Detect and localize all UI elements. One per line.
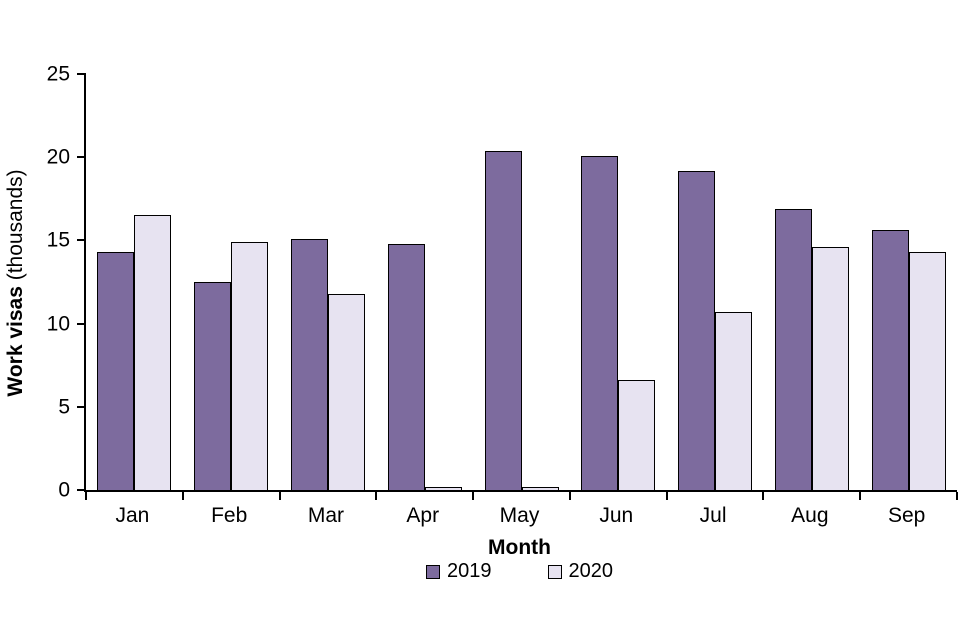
legend: 2019 2020: [84, 560, 955, 583]
bar-2020-jun: [618, 380, 656, 490]
y-tick-label-5: 5: [58, 395, 70, 419]
legend-label-2019: 2019: [447, 560, 492, 582]
x-tick-mark: [375, 492, 378, 500]
bar-2020-may: [521, 487, 559, 490]
x-tick-mark: [762, 492, 765, 500]
x-tick-mark: [278, 492, 281, 500]
y-axis-title: Work visas (thousands): [4, 169, 28, 396]
y-axis-title-main: Work visas: [4, 286, 27, 397]
x-tick-label-jun: Jun: [599, 504, 634, 527]
x-tick-label-jan: Jan: [115, 504, 150, 527]
x-axis-title: Month: [488, 536, 551, 559]
bar-2019-may: [484, 150, 522, 490]
bar-2020-mar: [327, 293, 365, 490]
x-tick-mark: [665, 492, 668, 500]
bar-2019-sep: [871, 230, 909, 490]
bar-group-may: [473, 74, 570, 490]
x-tick-mark: [85, 492, 87, 500]
bar-group-feb: [183, 74, 280, 490]
x-tick-label-apr: Apr: [406, 504, 440, 527]
bar-2020-aug: [811, 247, 849, 490]
y-tick-mark: [77, 239, 86, 242]
bar-2019-apr: [387, 243, 425, 490]
x-tick-mark: [859, 492, 862, 500]
bar-group-aug: [763, 74, 860, 490]
bar-2020-apr: [424, 487, 462, 490]
y-tick-mark: [77, 156, 86, 159]
y-tick-mark: [77, 489, 86, 491]
x-tick-label-aug: Aug: [791, 504, 829, 527]
bar-2020-jul: [715, 311, 753, 490]
x-tick-label-feb: Feb: [211, 504, 248, 527]
bar-2019-aug: [774, 208, 812, 490]
legend-item-2019: 2019: [426, 560, 492, 583]
x-tick-mark: [472, 492, 475, 500]
y-tick-label-15: 15: [46, 228, 70, 252]
bar-group-mar: [280, 74, 377, 490]
bar-group-apr: [376, 74, 473, 490]
bar-2019-feb: [194, 282, 232, 490]
x-tick-mark: [181, 492, 184, 500]
x-tick-label-sep: Sep: [887, 504, 926, 527]
bar-2019-mar: [290, 238, 328, 490]
bar-groups: [86, 74, 957, 490]
bar-2020-feb: [231, 242, 269, 490]
x-tick-label-may: May: [499, 504, 540, 527]
bar-group-jun: [570, 74, 667, 490]
x-tick-mark: [956, 492, 958, 500]
bar-group-sep: [860, 74, 957, 490]
bar-2019-jul: [678, 170, 716, 490]
bar-2020-jan: [134, 215, 172, 490]
legend-item-2020: 2020: [547, 560, 614, 583]
legend-swatch-2020: [547, 564, 562, 579]
y-tick-label-25: 25: [46, 62, 70, 86]
x-tick-label-jul: Jul: [699, 504, 727, 527]
y-tick-mark: [77, 322, 86, 325]
y-tick-mark: [77, 405, 86, 408]
y-tick-label-20: 20: [46, 145, 70, 169]
x-axis-tick-labels: Jan Feb Mar Apr May Jun Jul Aug Sep: [84, 504, 955, 528]
bar-group-jul: [667, 74, 764, 490]
legend-label-2020: 2020: [568, 560, 614, 582]
plot-area: 0 5 10 15 20 25: [47, 64, 958, 501]
bar-2019-jan: [97, 252, 135, 490]
x-tick-mark: [568, 492, 571, 500]
y-tick-label-10: 10: [46, 312, 70, 336]
bar-2019-jun: [581, 155, 619, 490]
legend-swatch-2019: [426, 564, 440, 579]
y-tick-mark: [77, 73, 86, 75]
x-tick-label-mar: Mar: [307, 504, 345, 527]
y-tick-label-0: 0: [58, 478, 70, 502]
bar-group-jan: [86, 74, 183, 490]
y-axis-title-unit: (thousands): [4, 169, 27, 287]
bar-2020-sep: [908, 252, 946, 490]
